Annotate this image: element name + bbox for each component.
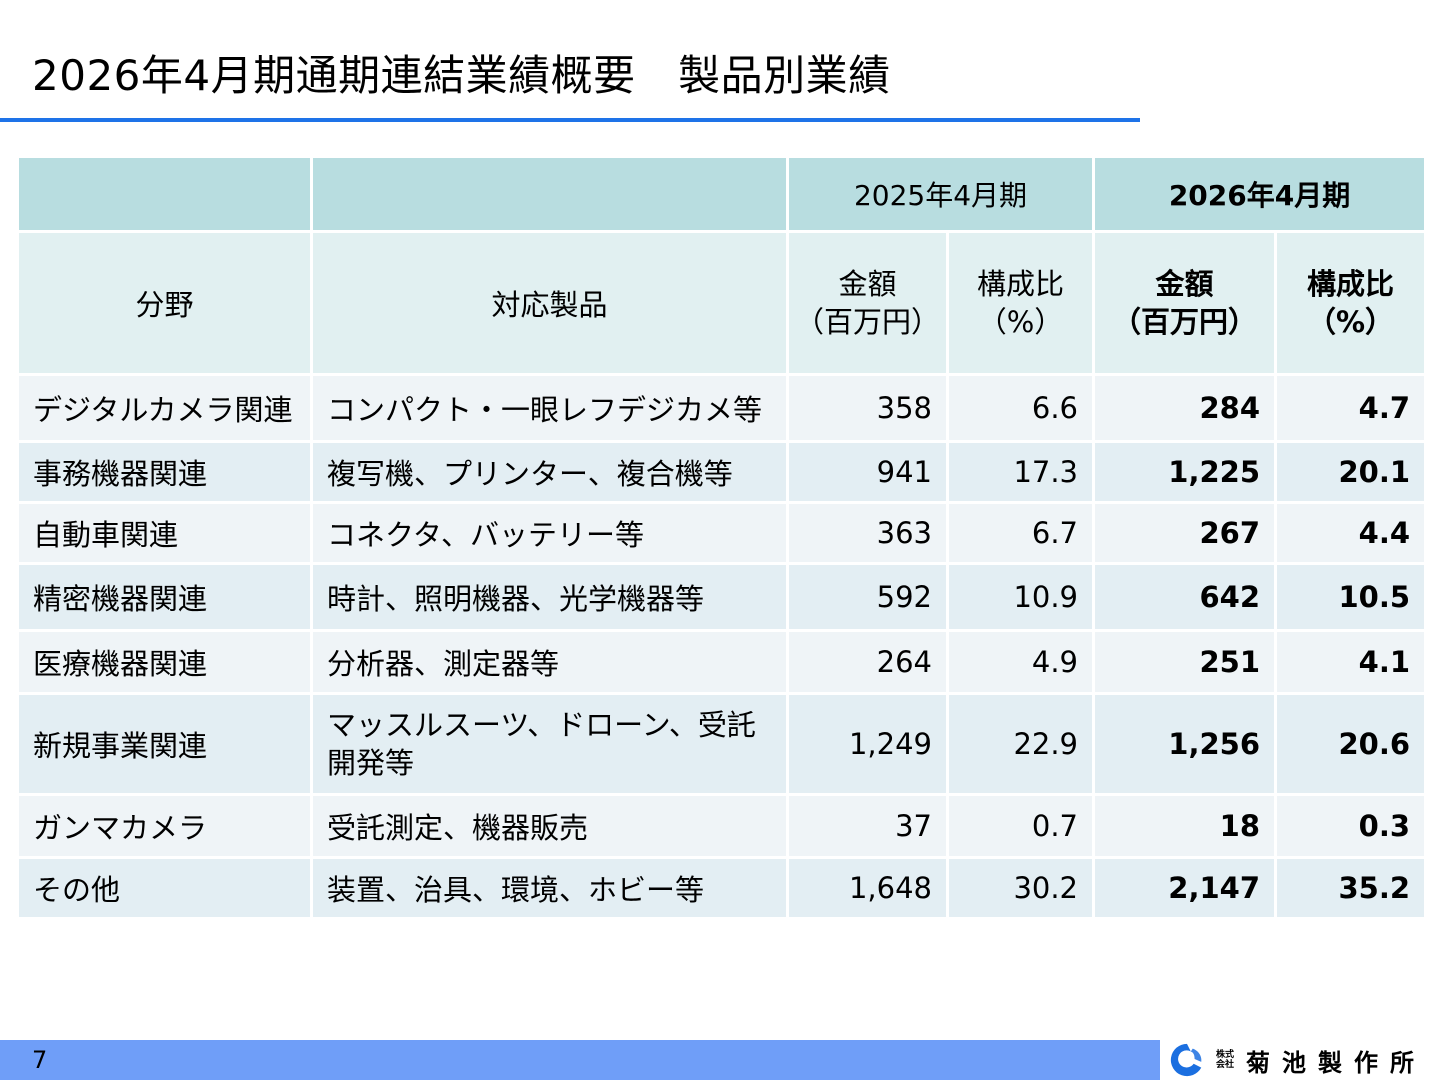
- curr-amount-cell: 284: [1092, 373, 1278, 443]
- field-cell: 新規事業関連: [16, 692, 313, 796]
- curr-amount-header: 金額 （百万円）: [1092, 230, 1278, 376]
- amount-unit: （百万円）: [1112, 305, 1258, 339]
- products-cell: 複写機、プリンター、複合機等: [310, 440, 789, 504]
- table-row: 事務機器関連 複写機、プリンター、複合機等 941 17.3 1,225 20.…: [16, 440, 1428, 504]
- prev-amount-header: 金額 （百万円）: [786, 230, 949, 376]
- prev-amount-cell: 592: [786, 562, 949, 632]
- company-logo: 株式 会社 菊池製作所: [1168, 1040, 1440, 1080]
- ratio-unit: （%）: [1306, 305, 1395, 339]
- table-row: 自動車関連 コネクタ、バッテリー等 363 6.7 267 4.4: [16, 501, 1428, 565]
- curr-amount-cell: 1,225: [1092, 440, 1278, 504]
- header-row-periods: 2025年4月期 2026年4月期: [16, 155, 1428, 233]
- prev-ratio-cell: 6.6: [945, 373, 1096, 443]
- company-type-line: 株式: [1216, 1050, 1235, 1060]
- prev-amount-cell: 264: [786, 629, 949, 695]
- prev-amount-cell: 363: [786, 501, 949, 565]
- field-cell: 精密機器関連: [16, 562, 313, 632]
- field-cell: 医療機器関連: [16, 629, 313, 695]
- curr-ratio-cell: 35.2: [1274, 856, 1428, 920]
- product-performance-table: 2025年4月期 2026年4月期 分野 対応製品 金額 （百万円） 構成比 （…: [16, 155, 1428, 920]
- curr-ratio-cell: 10.5: [1274, 562, 1428, 632]
- ratio-label: 構成比: [1307, 267, 1395, 301]
- amount-label: 金額: [1155, 267, 1214, 301]
- products-line: マッスルスーツ、ドローン、受託: [327, 708, 756, 742]
- table-row: ガンマカメラ 受託測定、機器販売 37 0.7 18 0.3: [16, 793, 1428, 859]
- prev-ratio-cell: 0.7: [945, 793, 1096, 859]
- table-row: 医療機器関連 分析器、測定器等 264 4.9 251 4.1: [16, 629, 1428, 695]
- curr-amount-cell: 18: [1092, 793, 1278, 859]
- products-cell: コンパクト・一眼レフデジカメ等: [310, 373, 789, 443]
- products-cell: マッスルスーツ、ドローン、受託 開発等: [310, 692, 789, 796]
- period-curr-header: 2026年4月期: [1092, 155, 1428, 233]
- table-row: 精密機器関連 時計、照明機器、光学機器等 592 10.9 642 10.5: [16, 562, 1428, 632]
- field-cell: 事務機器関連: [16, 440, 313, 504]
- prev-ratio-cell: 10.9: [945, 562, 1096, 632]
- field-cell: その他: [16, 856, 313, 920]
- prev-amount-cell: 941: [786, 440, 949, 504]
- footer-bar: [0, 1040, 1160, 1080]
- page-number: 7: [32, 1046, 48, 1074]
- field-cell: デジタルカメラ関連: [16, 373, 313, 443]
- kikuchi-logo-icon: [1170, 1043, 1202, 1077]
- prev-ratio-cell: 22.9: [945, 692, 1096, 796]
- prev-amount-cell: 37: [786, 793, 949, 859]
- curr-amount-cell: 642: [1092, 562, 1278, 632]
- curr-ratio-cell: 4.1: [1274, 629, 1428, 695]
- header-row-columns: 分野 対応製品 金額 （百万円） 構成比 （%） 金額 （百万円） 構成比 （%…: [16, 230, 1428, 376]
- products-column-header: 対応製品: [310, 230, 789, 376]
- period-prev-header: 2025年4月期: [785, 155, 1096, 233]
- table-row: デジタルカメラ関連 コンパクト・一眼レフデジカメ等 358 6.6 284 4.…: [16, 373, 1428, 443]
- curr-amount-cell: 1,256: [1092, 692, 1278, 796]
- curr-amount-cell: 251: [1092, 629, 1278, 695]
- products-cell: コネクタ、バッテリー等: [310, 501, 789, 565]
- prev-amount-cell: 1,648: [786, 856, 949, 920]
- products-cell: 装置、治具、環境、ホビー等: [310, 856, 789, 920]
- curr-ratio-cell: 20.6: [1274, 692, 1428, 796]
- prev-ratio-cell: 6.7: [945, 501, 1096, 565]
- company-type-label: 株式 会社: [1216, 1050, 1234, 1070]
- company-name: 菊池製作所: [1246, 1047, 1427, 1077]
- products-line: 開発等: [327, 746, 415, 780]
- company-type-line: 会社: [1216, 1060, 1235, 1070]
- header-empty-cell: [310, 155, 789, 233]
- field-column-header: 分野: [16, 230, 313, 376]
- prev-ratio-cell: 17.3: [945, 440, 1096, 504]
- prev-amount-cell: 358: [786, 373, 949, 443]
- field-cell: ガンマカメラ: [16, 793, 313, 859]
- curr-amount-cell: 2,147: [1092, 856, 1278, 920]
- prev-ratio-header: 構成比 （%）: [945, 230, 1096, 376]
- field-cell: 自動車関連: [16, 501, 313, 565]
- prev-ratio-cell: 4.9: [945, 629, 1096, 695]
- table-row: 新規事業関連 マッスルスーツ、ドローン、受託 開発等 1,249 22.9 1,…: [16, 692, 1428, 796]
- ratio-label: 構成比: [977, 267, 1065, 301]
- title-underline: [0, 118, 1140, 122]
- curr-ratio-header: 構成比 （%）: [1274, 230, 1428, 376]
- amount-label: 金額: [838, 267, 897, 301]
- header-empty-cell: [16, 155, 313, 233]
- curr-ratio-cell: 0.3: [1274, 793, 1428, 859]
- page-title: 2026年4月期通期連結業績概要 製品別業績: [32, 51, 891, 100]
- prev-ratio-cell: 30.2: [945, 856, 1096, 920]
- ratio-unit: （%）: [977, 305, 1064, 339]
- table-row: その他 装置、治具、環境、ホビー等 1,648 30.2 2,147 35.2: [16, 856, 1428, 920]
- products-cell: 受託測定、機器販売: [310, 793, 789, 859]
- curr-ratio-cell: 20.1: [1274, 440, 1428, 504]
- products-cell: 分析器、測定器等: [310, 629, 789, 695]
- prev-amount-cell: 1,249: [786, 692, 949, 796]
- products-cell: 時計、照明機器、光学機器等: [310, 562, 789, 632]
- amount-unit: （百万円）: [794, 305, 940, 339]
- curr-ratio-cell: 4.7: [1274, 373, 1428, 443]
- curr-amount-cell: 267: [1092, 501, 1278, 565]
- curr-ratio-cell: 4.4: [1274, 501, 1428, 565]
